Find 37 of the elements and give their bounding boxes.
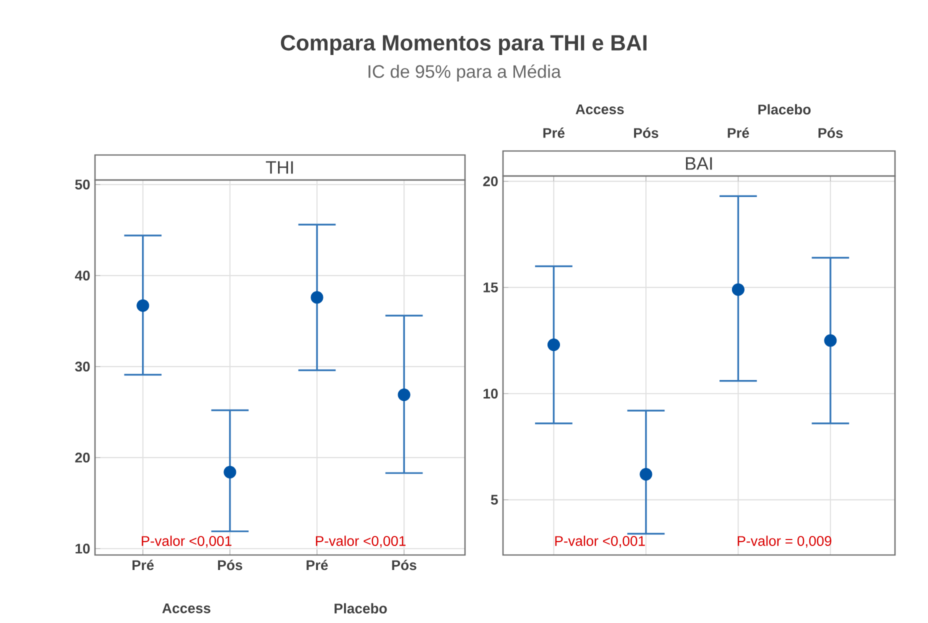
y-tick-label: 30 <box>75 362 90 372</box>
y-tick-label: 50 <box>75 180 90 190</box>
annotation: P-valor <0,001 <box>555 536 645 548</box>
text: IC de 95% para a Média <box>368 64 562 82</box>
text: Placebo <box>758 104 811 114</box>
point <box>547 338 560 352</box>
x-tick-label: Pós <box>218 560 242 570</box>
x-tick-label: Pré <box>306 560 328 570</box>
y-tick-label: 10 <box>76 544 90 554</box>
x-tick-label: Pós <box>818 128 843 138</box>
point <box>732 283 744 296</box>
y-tick-label: 20 <box>75 452 90 463</box>
point <box>310 291 324 304</box>
annotation: P-valor <0,001 <box>142 536 232 548</box>
text: Access <box>162 603 210 614</box>
y-tick-label: 20 <box>483 176 498 186</box>
y-tick-label: 15 <box>484 282 498 292</box>
y-tick-label: 40 <box>74 270 90 281</box>
point <box>640 468 652 481</box>
x-tick-label: Pré <box>543 128 565 138</box>
chart-title: THI <box>266 161 293 174</box>
point <box>136 299 150 312</box>
x-tick-label: Pré <box>132 560 154 570</box>
annotation: P-valor = 0,009 <box>738 536 832 548</box>
y-tick-label: 5 <box>490 494 498 505</box>
point <box>398 388 410 402</box>
x-tick-label: Pós <box>634 128 658 138</box>
text: Access <box>576 104 624 114</box>
annotation: P-valor <0,001 <box>316 536 406 548</box>
y-tick-label: 10 <box>484 388 498 399</box>
point <box>224 466 236 478</box>
point <box>824 334 837 347</box>
text: Compara Momentos para THI e BAI <box>280 35 646 55</box>
text: Placebo <box>334 603 387 614</box>
x-tick-label: Pós <box>392 560 416 570</box>
x-tick-label: Pré <box>728 128 749 138</box>
chart-title: BAI <box>686 157 712 170</box>
